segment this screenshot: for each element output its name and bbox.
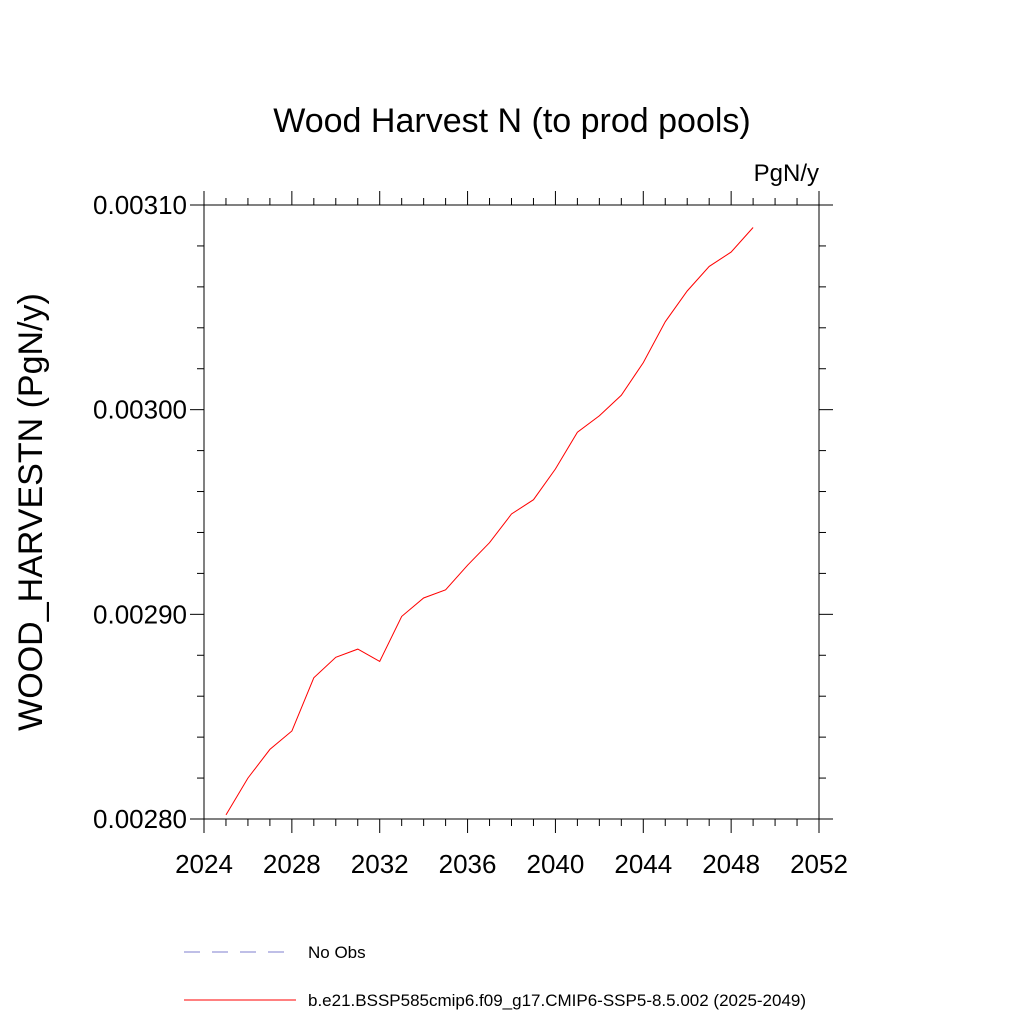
x-tick-label: 2036 bbox=[439, 849, 497, 879]
y-tick-label: 0.00280 bbox=[93, 804, 187, 834]
chart-title: Wood Harvest N (to prod pools) bbox=[273, 102, 750, 140]
x-tick-label: 2028 bbox=[263, 849, 321, 879]
axis-ticks bbox=[190, 191, 833, 833]
y-axis-label: WOOD_HARVESTN (PgN/y) bbox=[12, 293, 50, 731]
x-tick-label: 2040 bbox=[527, 849, 585, 879]
x-tick-label: 2044 bbox=[614, 849, 672, 879]
series-line bbox=[225, 227, 754, 816]
x-tick-label: 2052 bbox=[790, 849, 848, 879]
x-tick-label: 2024 bbox=[175, 849, 233, 879]
plot-frame bbox=[203, 204, 820, 820]
legend: No Obs b.e21.BSSP585cmip6.f09_g17.CMIP6-S… bbox=[184, 943, 806, 1010]
x-tick-label: 2032 bbox=[351, 849, 409, 879]
y-tick-label: 0.00310 bbox=[93, 190, 187, 220]
y-tick-label: 0.00300 bbox=[93, 395, 187, 425]
legend-label: No Obs bbox=[308, 943, 366, 962]
y-tick-label: 0.00290 bbox=[93, 599, 187, 629]
x-tick-label: 2048 bbox=[702, 849, 760, 879]
series-lines bbox=[225, 227, 754, 816]
legend-label: b.e21.BSSP585cmip6.f09_g17.CMIP6-SSP5-8.… bbox=[308, 991, 806, 1010]
axis-tick-labels: 2024 2028 2032 2036 2040 2044 2048 2052 0.00280 0… bbox=[93, 190, 848, 879]
units-label: PgN/y bbox=[754, 160, 819, 187]
